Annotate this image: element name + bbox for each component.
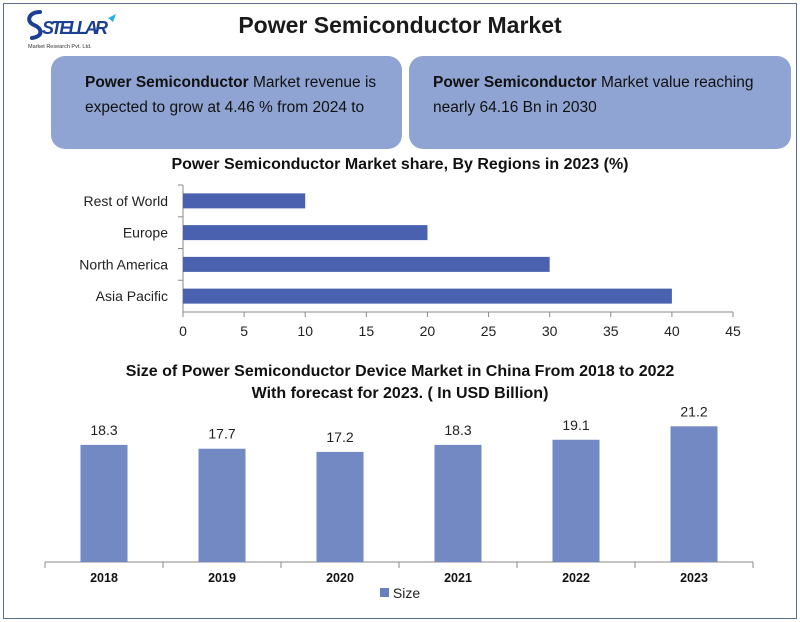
china-data-label: 21.2 (680, 403, 707, 419)
info-box-text: Market revenue is expected to grow at 4.… (85, 74, 377, 116)
region-bar (183, 193, 306, 209)
china-column (434, 444, 482, 562)
stellar-logo: STELLAR Market Research Pvt. Ltd. (27, 10, 116, 50)
region-x-tick-label: 10 (297, 323, 313, 339)
china-column (316, 451, 364, 562)
region-x-tick-label: 30 (542, 323, 558, 339)
china-column (670, 426, 718, 562)
legend-swatch (379, 588, 389, 597)
region-bar (183, 256, 550, 272)
china-data-label: 17.7 (208, 426, 235, 442)
china-category-label: 2021 (444, 571, 472, 585)
region-bar (183, 288, 672, 304)
china-chart-title-line: Size of Power Semiconductor Device Marke… (125, 363, 675, 380)
region-x-tick-label: 20 (420, 323, 436, 339)
region-x-tick-label: 40 (664, 323, 680, 339)
region-category-label: Asia Pacific (96, 288, 168, 304)
china-category-label: 2023 (680, 571, 708, 585)
info-box-bold: Power Semiconductor (85, 74, 249, 91)
logo-text: STELLAR (42, 18, 108, 38)
region-category-label: North America (79, 256, 168, 272)
region-x-tick-label: 15 (359, 323, 375, 339)
china-chart-title: Size of Power Semiconductor Device Marke… (0, 361, 800, 405)
region-x-tick-label: 35 (603, 323, 619, 339)
china-category-label: 2022 (562, 571, 590, 585)
region-x-tick-label: 25 (481, 323, 497, 339)
china-category-label: 2020 (326, 571, 354, 585)
info-box-bold: Power Semiconductor (433, 74, 597, 91)
china-chart-legend: Size (0, 585, 800, 601)
region-x-tick-label: 5 (240, 323, 248, 339)
china-data-label: 17.2 (326, 429, 353, 445)
china-chart-title-line: With forecast for 2023. ( In USD Billion… (251, 385, 549, 402)
region-category-label: Rest of World (83, 193, 168, 209)
china-category-label: 2019 (208, 571, 236, 585)
legend-label: Size (392, 585, 421, 601)
market-value-box: Power Semiconductor Market value reachin… (409, 56, 791, 149)
china-column (552, 439, 600, 562)
china-column (198, 448, 246, 562)
page-title: Power Semiconductor Market (238, 12, 562, 38)
logo-subtext: Market Research Pvt. Ltd. (28, 44, 92, 50)
info-box-text: Market value reaching nearly 64.16 Bn in… (433, 74, 754, 116)
region-x-tick-label: 45 (725, 323, 741, 339)
china-category-label: 2018 (90, 571, 118, 585)
region-bar (183, 225, 428, 241)
china-data-label: 18.3 (90, 422, 117, 438)
china-data-label: 19.1 (562, 417, 589, 433)
revenue-growth-box: Power Semiconductor Market revenue is ex… (51, 56, 402, 149)
region-category-label: Europe (123, 225, 168, 241)
region-chart-title: Power Semiconductor Market share, By Reg… (171, 156, 629, 173)
region-x-tick-label: 0 (179, 323, 187, 339)
infographic-frame (3, 3, 797, 619)
china-column (80, 444, 128, 562)
china-data-label: 18.3 (444, 422, 471, 438)
